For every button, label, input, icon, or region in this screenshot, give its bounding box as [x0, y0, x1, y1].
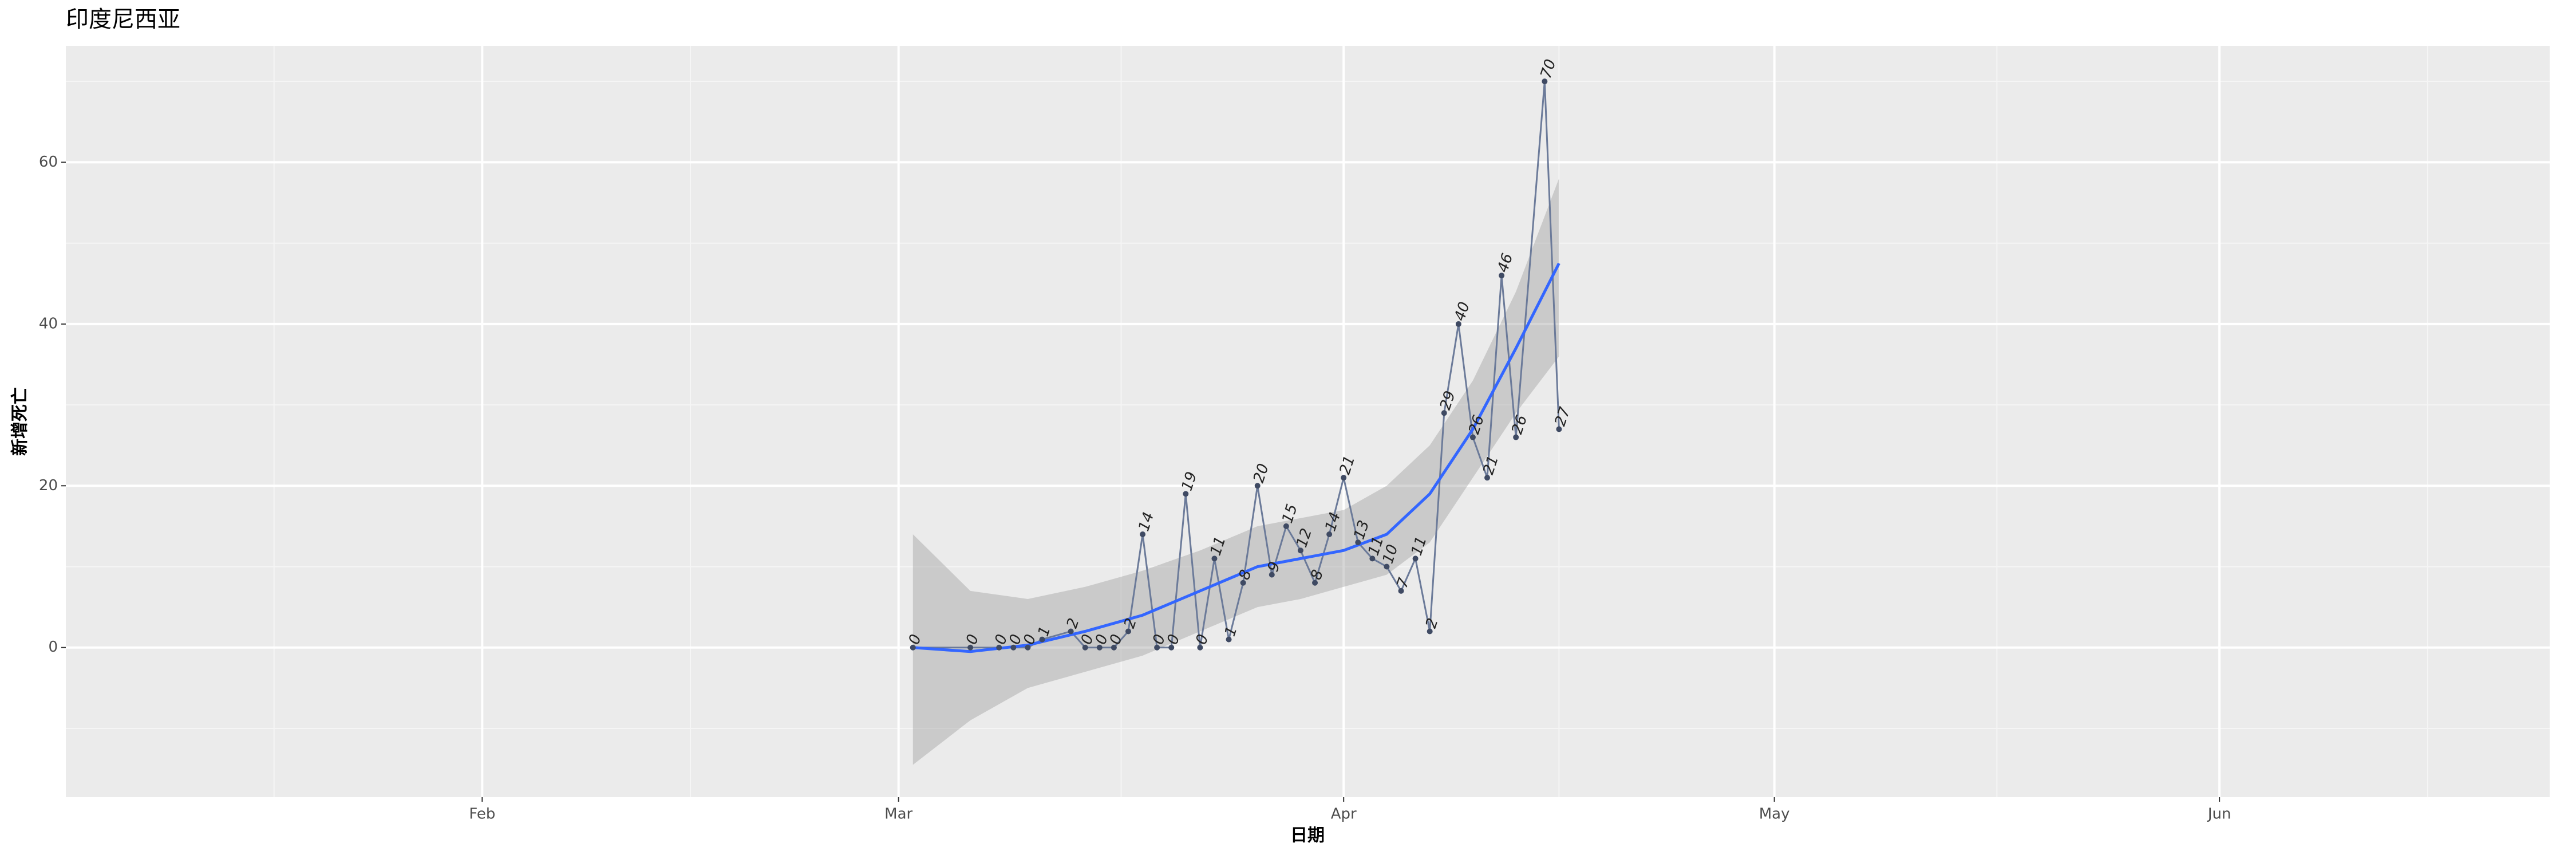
data-point — [1369, 555, 1376, 562]
y-axis-title: 新增死亡 — [10, 387, 30, 456]
y-tick-label: 60 — [39, 153, 58, 171]
data-point — [1240, 580, 1246, 586]
chart-title: 印度尼西亚 — [66, 6, 180, 33]
data-point — [1297, 547, 1303, 554]
data-point — [1556, 426, 1562, 432]
data-point — [1499, 273, 1505, 279]
data-point — [1398, 588, 1404, 594]
data-point — [1025, 644, 1031, 651]
data-point — [1384, 564, 1390, 570]
data-point — [1082, 644, 1088, 651]
data-point — [1125, 628, 1131, 635]
data-point — [1455, 321, 1461, 327]
data-point — [1542, 78, 1548, 85]
data-point — [967, 644, 974, 651]
data-point — [1010, 644, 1017, 651]
data-point — [1484, 475, 1491, 481]
confidence-band — [912, 178, 1559, 765]
data-point — [1312, 580, 1318, 586]
data-point — [1140, 531, 1146, 538]
data-point — [1197, 644, 1203, 651]
data-line — [912, 81, 1560, 649]
data-point — [1096, 644, 1103, 651]
data-point — [1326, 531, 1333, 538]
data-point — [1341, 475, 1347, 481]
data-point — [1269, 572, 1275, 578]
data-point — [1412, 555, 1419, 562]
plot-panel — [66, 46, 2550, 797]
data-point — [910, 644, 916, 651]
y-tick-label: 40 — [39, 315, 58, 332]
data-point — [1513, 434, 1519, 440]
data-point — [1226, 636, 1232, 643]
x-tick-label: Jun — [2207, 806, 2231, 823]
x-tick-label: Apr — [1331, 806, 1357, 823]
data-point — [1039, 636, 1045, 643]
data-point — [1441, 410, 1447, 416]
x-axis-title: 日期 — [1290, 826, 1325, 846]
x-tick-label: Mar — [884, 806, 912, 823]
data-point — [1427, 628, 1433, 635]
data-point — [1469, 434, 1476, 440]
x-tick-label: May — [1759, 806, 1790, 823]
data-point — [996, 644, 1002, 651]
data-point — [1183, 491, 1189, 497]
data-point — [1154, 644, 1160, 651]
data-point — [1211, 555, 1218, 562]
smooth-line — [912, 262, 1560, 653]
data-point — [1355, 539, 1361, 546]
x-tick-label: Feb — [469, 806, 495, 823]
data-point — [1068, 628, 1074, 635]
data-point — [1254, 483, 1261, 489]
data-point — [1111, 644, 1117, 651]
y-tick-label: 0 — [48, 639, 58, 656]
data-point — [1283, 523, 1289, 529]
y-tick-label: 20 — [39, 477, 58, 494]
data-point — [1168, 644, 1175, 651]
